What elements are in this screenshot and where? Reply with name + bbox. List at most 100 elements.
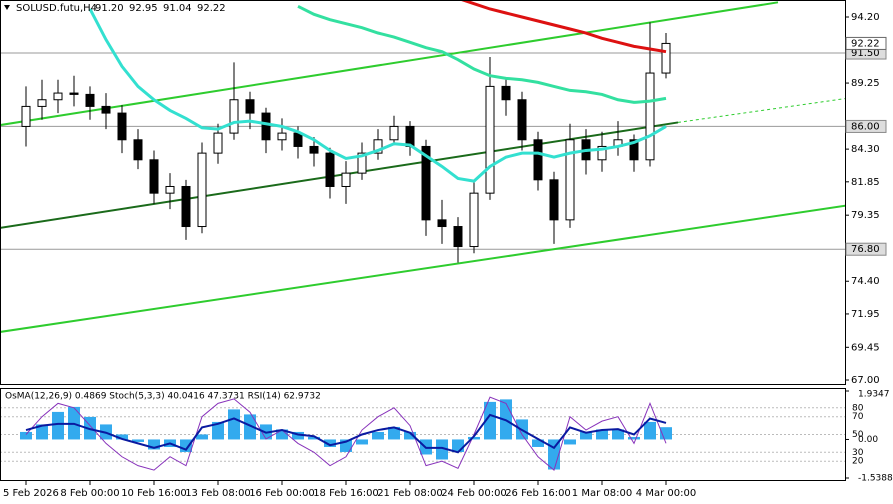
y-tick-label: 1.9347 <box>858 390 890 400</box>
moving-average <box>297 4 667 104</box>
osma-bar <box>212 421 224 440</box>
x-tick-label: 1 Mar 08:00 <box>572 488 632 499</box>
candle-body <box>245 99 255 114</box>
x-tick-label: 26 Feb 16:00 <box>505 488 571 499</box>
x-tick-label: 13 Feb 08:00 <box>185 488 251 499</box>
candle-body <box>21 105 31 127</box>
osma-bar <box>308 436 320 440</box>
candle-body <box>165 185 175 194</box>
osma-bar <box>388 426 400 440</box>
candle-body <box>261 112 271 141</box>
level-box <box>845 242 887 256</box>
candle-body <box>53 92 63 101</box>
candle-body <box>85 93 95 107</box>
candle-body <box>421 145 431 221</box>
osma-bar <box>644 421 656 440</box>
y2-tick-label: 20 <box>852 457 864 467</box>
candle-body <box>485 85 495 194</box>
candle-body <box>357 152 367 174</box>
osma-bar <box>628 436 640 440</box>
osma-bar <box>52 411 64 440</box>
y-tick-label: 0.00 <box>858 435 878 445</box>
oscillator-line <box>25 413 667 454</box>
candle-body <box>469 192 479 248</box>
osc-title: OsMA(12,26,9) 0.4869 Stoch(5,3,3) 40.041… <box>5 392 321 402</box>
osma-bar <box>580 431 592 440</box>
candle-body <box>149 159 159 194</box>
x-tick-label: 24 Feb 00:00 <box>441 488 507 499</box>
symbol-title: SOLUSD.futu,H4 <box>16 3 97 14</box>
y2-tick-label: 80 <box>852 403 864 413</box>
y-tick-label: 94.20 <box>851 12 880 23</box>
candle-body <box>501 85 511 101</box>
osma-bar <box>356 439 368 445</box>
candle-body <box>117 112 127 141</box>
x-tick-label: 4 Mar 00:00 <box>636 488 696 499</box>
candle-body <box>277 132 287 141</box>
y2-tick-label: 30 <box>852 448 864 458</box>
candle-body <box>293 132 303 147</box>
osma-bar <box>244 414 256 440</box>
osma-bar <box>228 409 240 440</box>
osma-bar <box>196 434 208 440</box>
y-tick-label: 79.35 <box>851 210 880 221</box>
x-tick-label: 8 Feb 00:00 <box>60 488 119 499</box>
y-tick-label: 69.45 <box>851 342 880 353</box>
candle-body <box>325 152 335 187</box>
candle-body <box>533 139 543 181</box>
candle-body <box>453 226 463 248</box>
header-marker <box>4 5 10 10</box>
x-tick-label: 10 Feb 16:00 <box>121 488 187 499</box>
main-plot <box>1 1 845 333</box>
osma-bar <box>132 439 144 442</box>
candle-body <box>341 172 351 187</box>
axes: 94.20 89.25 84.30 81.85 79.35 74.40 71.95 69.45… <box>845 12 893 484</box>
osc-plot <box>1 396 845 471</box>
candle-body <box>101 105 111 114</box>
y-tick-label: 71.95 <box>851 309 880 320</box>
osma-bar <box>116 434 128 440</box>
candle-body <box>389 125 399 141</box>
y-tick-label: 84.30 <box>851 144 880 155</box>
trendline <box>1 1 779 126</box>
candle-body <box>309 145 319 154</box>
candle-body <box>549 179 559 221</box>
candle-body <box>629 139 639 161</box>
osma-bar <box>276 429 288 440</box>
level-box <box>845 119 887 133</box>
y-tick-label: -1.5388 <box>858 474 893 484</box>
header-value: 92.95 <box>129 3 158 14</box>
price-label: 92.22 <box>851 38 880 49</box>
candle-body <box>661 42 671 74</box>
candle-body <box>229 99 239 134</box>
candle-body <box>565 139 575 221</box>
candle-body <box>181 185 191 228</box>
y2-tick-label: 70 <box>852 412 864 422</box>
osma-bar <box>148 439 160 450</box>
y-tick-label: 89.25 <box>851 78 880 89</box>
trendline <box>1 121 679 229</box>
header-value: 91.20 <box>95 3 124 14</box>
y2-tick-label: 50 <box>852 430 864 440</box>
osma-bar <box>596 429 608 440</box>
candle-body <box>197 152 207 228</box>
osc-frame <box>0 388 846 481</box>
candle-body <box>213 132 223 154</box>
candle-body <box>69 92 79 95</box>
osma-bar <box>36 424 48 440</box>
osma-bar <box>372 431 384 440</box>
candle-body <box>373 139 383 154</box>
y-tick-label: 81.85 <box>851 177 880 188</box>
candle-body <box>597 145 607 161</box>
header-value: 91.04 <box>163 3 192 14</box>
oscillator-line <box>25 396 667 471</box>
osma-bar <box>468 436 480 440</box>
main-frame <box>0 0 846 385</box>
price-box <box>845 36 887 50</box>
level-label: 76.80 <box>851 244 880 255</box>
moving-average <box>461 1 667 54</box>
osma-bar <box>532 439 544 447</box>
x-tick-label: 16 Feb 00:00 <box>249 488 315 499</box>
candle-body <box>133 139 143 161</box>
